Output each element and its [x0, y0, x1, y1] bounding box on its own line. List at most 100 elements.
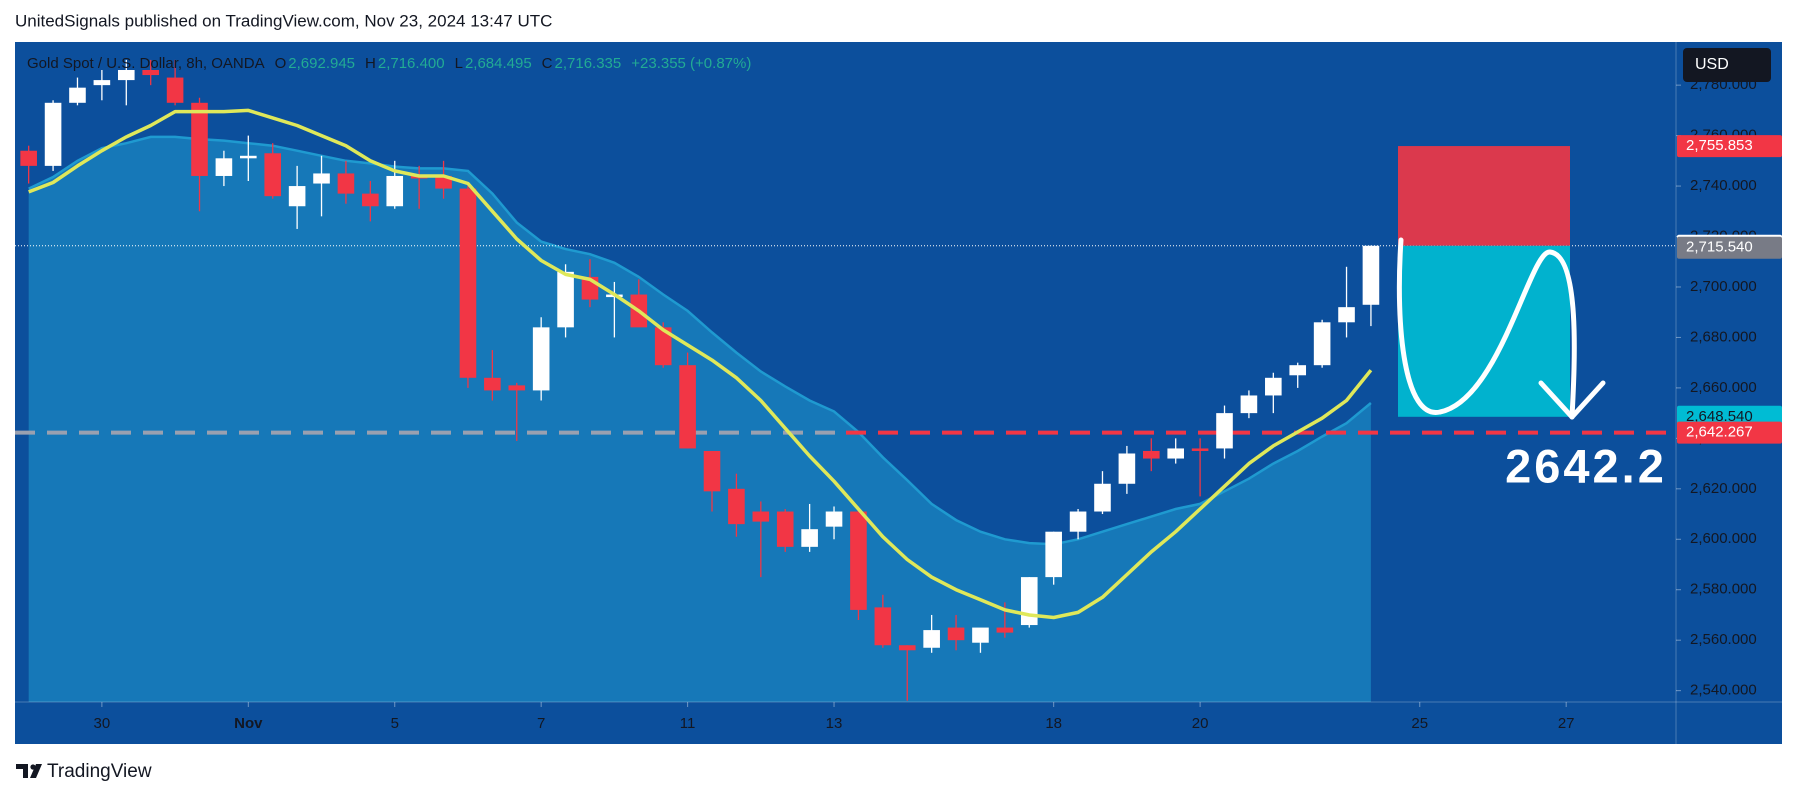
x-tick-label: 13 [826, 715, 843, 732]
legend-value: 2,716.400 [378, 55, 445, 72]
plot-area: 2642.2 [15, 59, 1676, 702]
price-tag-label: 2,648.540 [1686, 408, 1753, 425]
x-tick-label: 7 [537, 715, 545, 732]
candle-body [20, 150, 37, 166]
candle-body [728, 488, 745, 525]
candle-body [264, 153, 282, 197]
drawing-curve [1396, 237, 1577, 420]
legend-change: +23.355 (+0.87%) [631, 55, 751, 72]
candle-body [1338, 307, 1355, 323]
candle-body [1118, 453, 1136, 484]
price-tag [1677, 421, 1782, 444]
legend: Gold Spot / U.S. Dollar, 8h, OANDA O 2,692… [27, 55, 751, 72]
y-tick-label: 2,660.000 [1690, 379, 1757, 396]
x-tick-label: 30 [94, 715, 111, 732]
candle-body [947, 627, 965, 641]
legend-value: 2,684.495 [465, 55, 532, 72]
candle-body [1167, 448, 1184, 459]
candle-body [1045, 531, 1062, 578]
candle-body [215, 158, 233, 176]
brand-logo [16, 764, 42, 778]
candle-body [703, 450, 721, 492]
y-tick-label: 2,620.000 [1690, 480, 1757, 497]
drawing-arrow [1538, 380, 1606, 420]
candle-body [752, 511, 770, 522]
x-tick-label: 5 [391, 715, 399, 732]
area-edge [28, 135, 1372, 546]
brand-name: TradingView [47, 761, 152, 782]
y-tick-label: 2,600.000 [1690, 530, 1757, 547]
candle-body [801, 529, 818, 547]
candle-body [288, 186, 306, 207]
x-tick-label: 11 [680, 715, 696, 732]
candle-body [1240, 395, 1258, 414]
x-tick-label: 18 [1045, 715, 1062, 732]
candle-body [776, 511, 794, 547]
price-tag-label: 2,715.540 [1686, 239, 1753, 256]
candle-body [386, 175, 404, 207]
candle-body [972, 627, 989, 643]
candle-body [1191, 448, 1209, 451]
candle-body [1094, 483, 1111, 512]
candle-body [93, 80, 111, 86]
legend-title: Gold Spot / U.S. Dollar, 8h, OANDA [27, 55, 265, 72]
candle-body [874, 607, 892, 646]
candle-body [1069, 511, 1087, 532]
candle-body [1313, 322, 1331, 366]
x-tick-label: Nov [234, 715, 263, 732]
legend-value: 2,716.335 [555, 55, 622, 72]
candle-body [850, 511, 867, 610]
overlay: 2,755.8532,716.3352,715.5402,648.5402,64… [1677, 135, 1782, 444]
y-tick-label: 2,560.000 [1690, 631, 1757, 648]
candle-body [313, 173, 330, 184]
candle-body [191, 102, 208, 176]
candle-body [825, 511, 843, 527]
x-tick-label: 27 [1558, 715, 1575, 732]
annotation: 2642.2 [1505, 439, 1667, 492]
candle-body [337, 173, 355, 194]
brand: TradingView [16, 761, 152, 782]
candle-body [654, 327, 672, 366]
price-tag [1677, 236, 1782, 259]
candle-body [459, 188, 477, 378]
candle-body [532, 327, 550, 391]
x-tick-label: 25 [1411, 715, 1428, 732]
area [28, 136, 1371, 702]
candle-body [435, 175, 452, 189]
candle-body [142, 70, 159, 76]
legend-key: C [542, 55, 553, 72]
y-tick-label: 2,580.000 [1690, 581, 1757, 598]
currency-button[interactable] [1683, 48, 1771, 82]
candle-body [1289, 365, 1307, 376]
y-tick-label: 2,740.000 [1690, 177, 1757, 194]
currency-label[interactable]: USD [1695, 56, 1729, 73]
candle-body [1020, 577, 1038, 626]
candle-body [923, 630, 940, 648]
y-tick-label: 2,540.000 [1690, 682, 1757, 699]
candle-body [484, 377, 501, 391]
price-tag [1677, 135, 1782, 158]
legend-key: O [275, 55, 287, 72]
candle-body [898, 645, 916, 651]
candle-body [69, 87, 86, 103]
moving-average [28, 108, 1373, 620]
brand-logo [30, 764, 36, 770]
candle-body [557, 271, 574, 328]
candle-body [508, 385, 526, 391]
y-tick-label: 2,680.000 [1690, 328, 1757, 345]
publisher-line: UnitedSignals published on TradingView.c… [15, 11, 552, 30]
candle-body [1216, 413, 1233, 449]
target-zone [1398, 245, 1570, 417]
candle-body [1265, 377, 1282, 396]
candle-body [996, 627, 1014, 633]
x-tick-label: 20 [1192, 715, 1209, 732]
candle-body [166, 77, 184, 103]
legend-key: H [365, 55, 376, 72]
y-tick-label: 2,700.000 [1690, 278, 1757, 295]
price-tag-label: 2,642.267 [1686, 424, 1753, 441]
price-tag-label: 2,755.853 [1686, 137, 1753, 154]
candle-body [1142, 450, 1160, 459]
candle-body [362, 193, 379, 207]
